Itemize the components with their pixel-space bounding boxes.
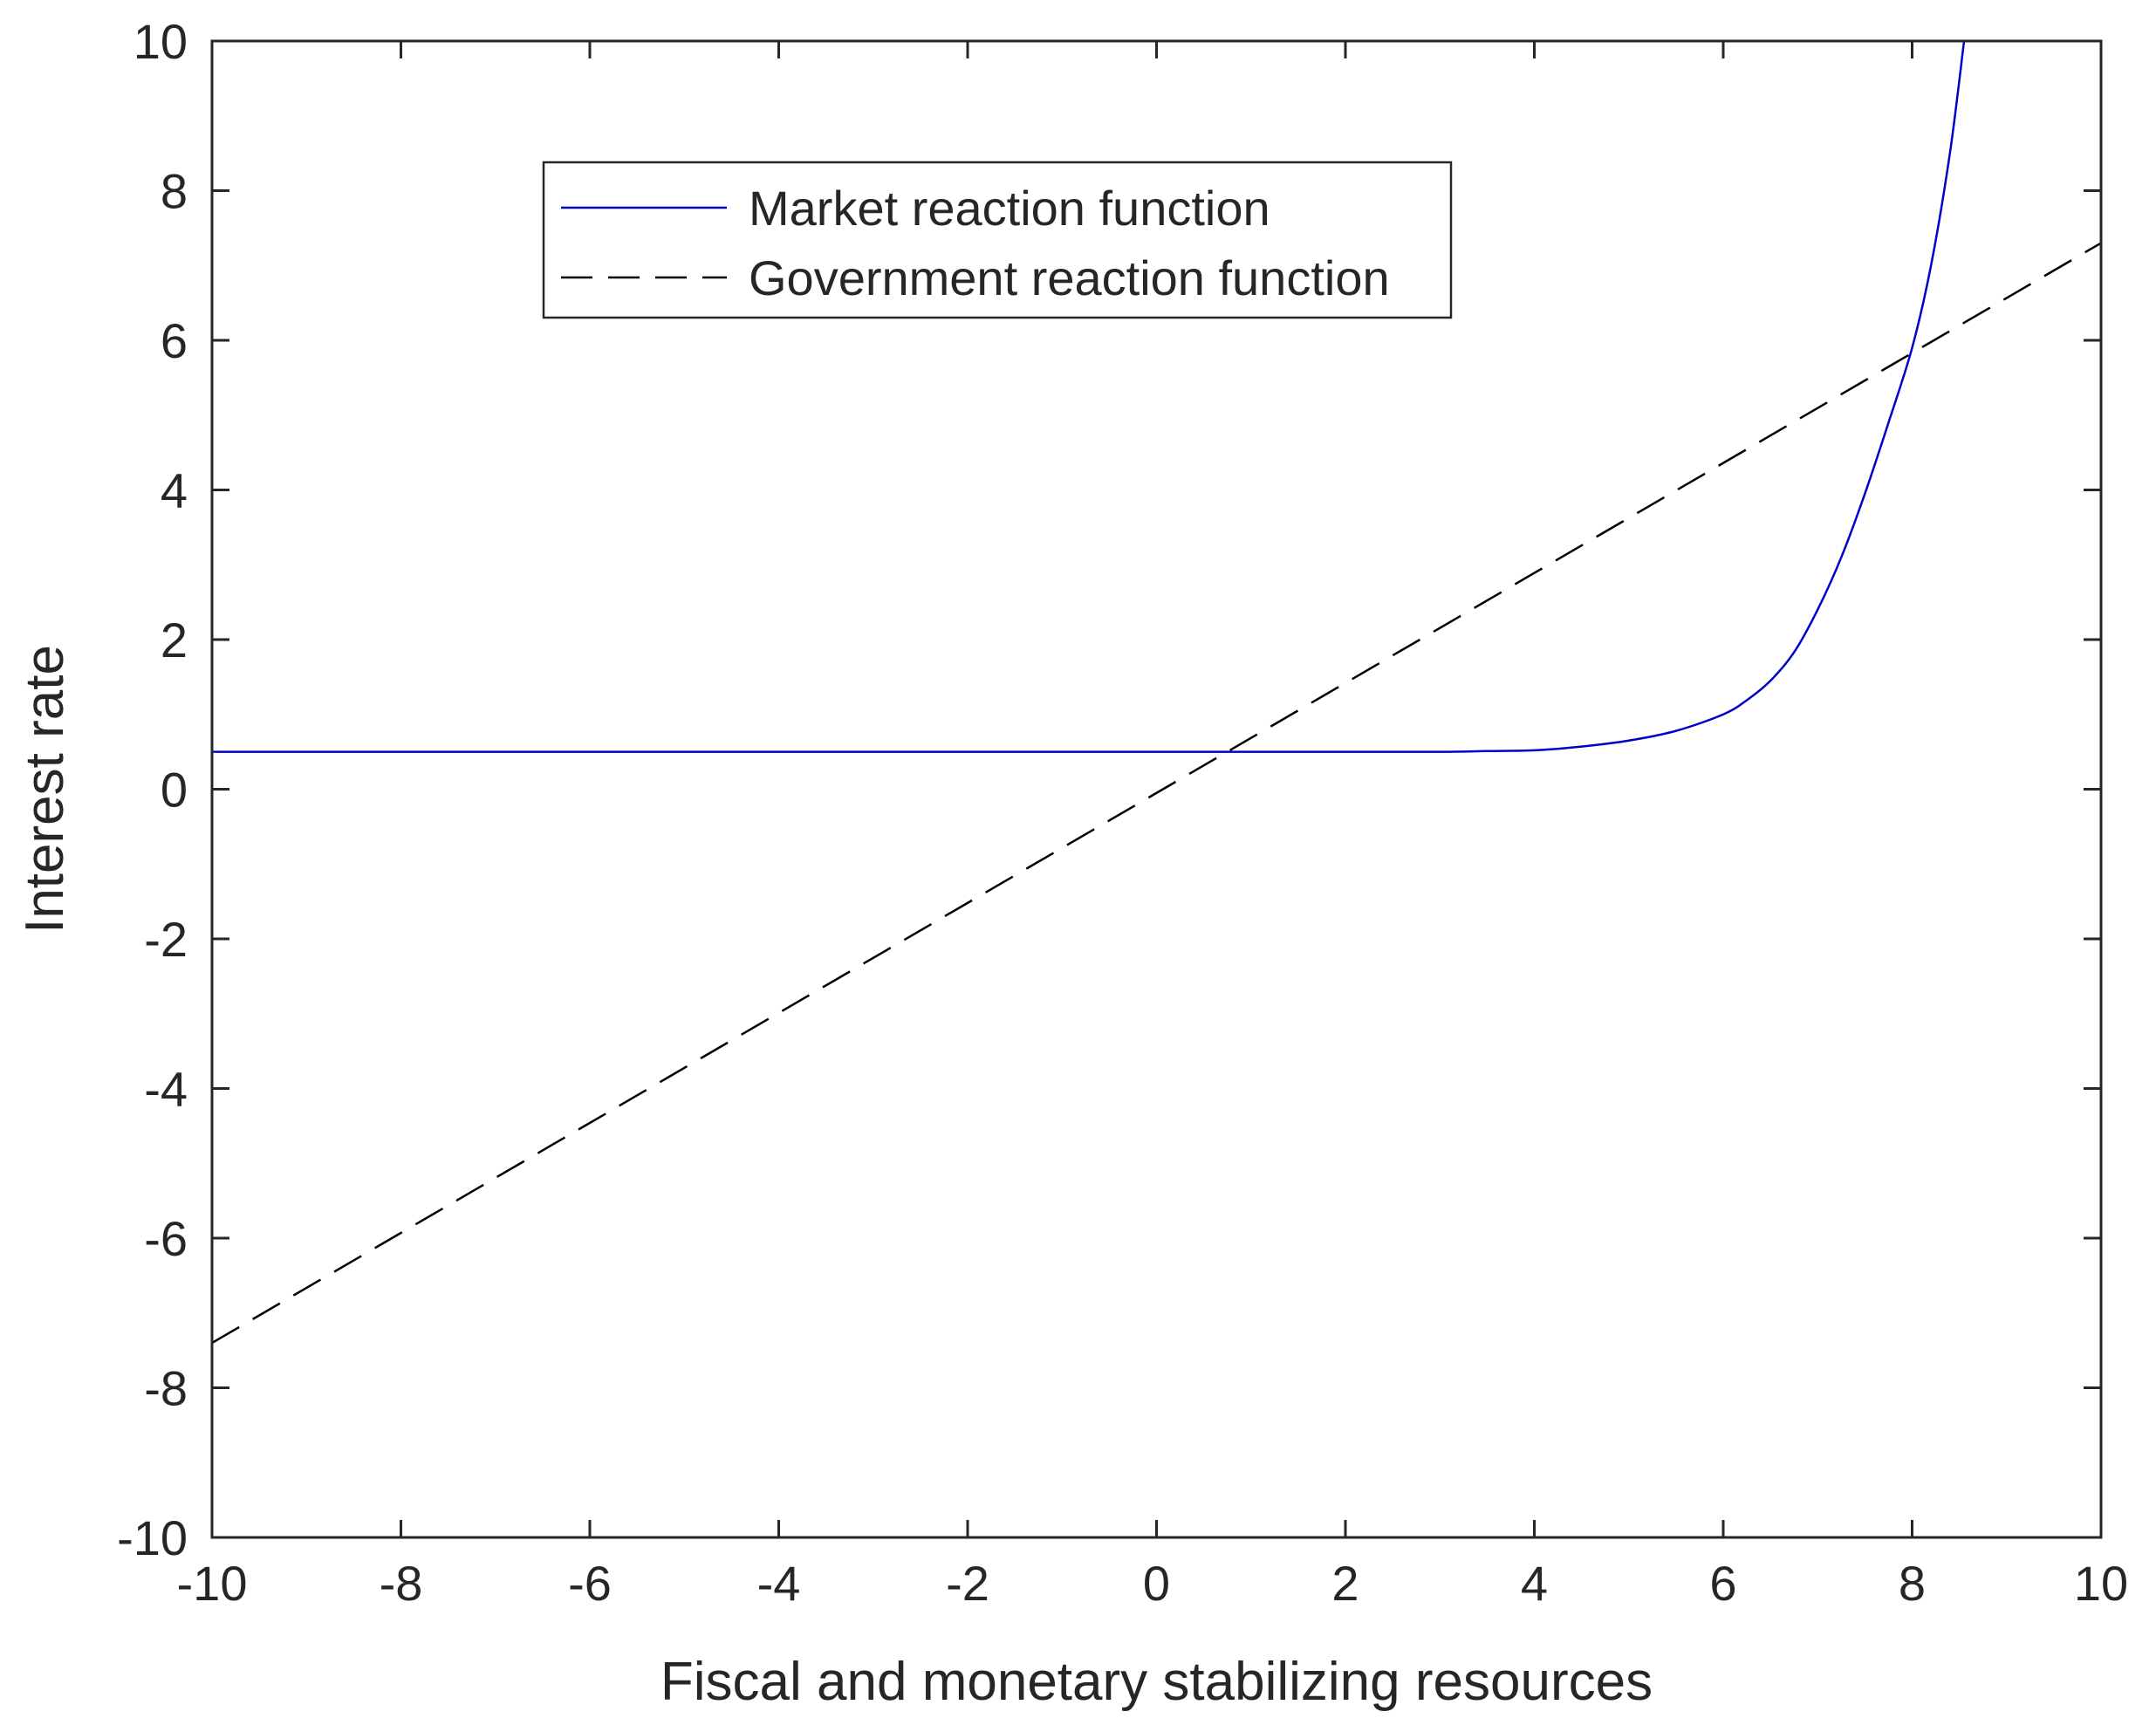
legend-label-government: Government reaction function <box>749 250 1390 305</box>
x-tick-label: -8 <box>380 1556 423 1611</box>
y-tick-label: 0 <box>161 763 188 818</box>
y-tick-label: -6 <box>144 1211 188 1266</box>
series-government-line <box>212 242 2101 1345</box>
y-tick-label: -4 <box>144 1062 188 1117</box>
ticks-layer <box>210 39 2103 1539</box>
y-tick-label: -2 <box>144 912 188 967</box>
series-market-line <box>212 41 1966 753</box>
y-tick-label: 2 <box>161 613 188 667</box>
x-tick-label: 8 <box>1899 1556 1926 1611</box>
x-tick-label: 4 <box>1521 1556 1548 1611</box>
series-layer <box>212 41 2101 1345</box>
legend-label-market: Market reaction function <box>749 181 1270 236</box>
x-tick-label: 6 <box>1709 1556 1736 1611</box>
x-tick-label: -2 <box>946 1556 989 1611</box>
y-tick-label: -8 <box>144 1361 188 1416</box>
x-tick-label: -4 <box>757 1556 801 1611</box>
x-tick-label: 10 <box>2074 1556 2128 1611</box>
y-tick-label: 10 <box>133 14 188 69</box>
x-axis-label: Fiscal and monetary stabilizing resource… <box>660 1652 1653 1712</box>
x-tick-label: -6 <box>568 1556 612 1611</box>
y-tick-label: -10 <box>117 1510 188 1565</box>
y-tick-label: 6 <box>161 313 188 368</box>
y-tick-label: 8 <box>161 164 188 219</box>
x-tick-label: -10 <box>177 1556 248 1611</box>
legend-box <box>542 161 1453 319</box>
y-axis-label: Interest rate <box>15 645 75 934</box>
legend: Market reaction function Government reac… <box>542 161 1453 319</box>
x-tick-label: 0 <box>1143 1556 1170 1611</box>
x-tick-label: 2 <box>1331 1556 1359 1611</box>
y-tick-label: 4 <box>161 463 188 518</box>
tick-labels-layer: -10 -8 -6 -4 -2 0 2 4 6 8 10 -10 -8 -6 -4 -2 0 2 4 6 8 10 <box>117 14 2128 1611</box>
